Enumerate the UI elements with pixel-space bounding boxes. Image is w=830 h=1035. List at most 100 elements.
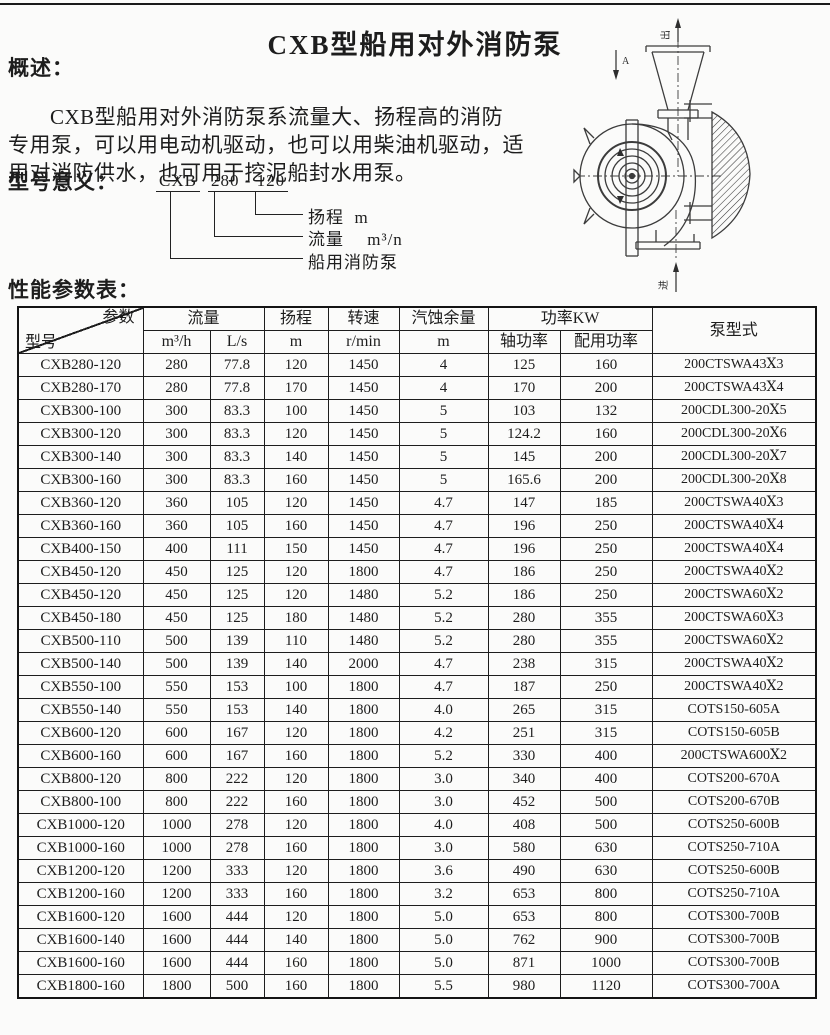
cell-flow-m3h: 800 xyxy=(142,790,211,814)
cell-model: CXB600-160 xyxy=(17,744,144,768)
cell-npsh: 5 xyxy=(398,445,489,469)
cell-rated-power: 185 xyxy=(559,491,653,515)
header-param-label: 参数 xyxy=(102,309,135,326)
cell-shaft-power: 196 xyxy=(487,514,561,538)
cell-npsh: 5 xyxy=(398,399,489,423)
cell-shaft-power: 452 xyxy=(487,790,561,814)
header-head: 扬程 xyxy=(263,306,329,331)
table-row: CXB450-120 450 125 120 1480 5.2 186 250 200CTSWA… xyxy=(17,583,817,607)
inlet-arrow-icon xyxy=(673,262,679,292)
cell-flow-m3h: 280 xyxy=(142,353,211,377)
cell-speed: 1800 xyxy=(327,744,400,768)
header-flow-m3h: m³/h xyxy=(142,330,211,354)
cell-speed: 1450 xyxy=(327,353,400,377)
table-row: CXB450-180 450 125 180 1480 5.2 280 355 200CTSWA… xyxy=(17,606,817,630)
cell-model: CXB280-170 xyxy=(17,376,144,400)
callout-head: 扬程 m xyxy=(308,208,369,227)
cell-npsh: 5 xyxy=(398,468,489,492)
cell-rated-power: 160 xyxy=(559,353,653,377)
cell-head: 120 xyxy=(263,859,329,883)
cell-shaft-power: 580 xyxy=(487,836,561,860)
cell-flow-m3h: 1600 xyxy=(142,951,211,975)
cell-flow-m3h: 300 xyxy=(142,468,211,492)
table-row: CXB300-100 300 83.3 100 1450 5 103 132 200CDL300… xyxy=(17,399,817,423)
cell-speed: 1800 xyxy=(327,721,400,745)
table-row: CXB360-160 360 105 160 1450 4.7 196 250 200CTSWA… xyxy=(17,514,817,538)
cell-flow-m3h: 550 xyxy=(142,698,211,722)
cell-flow-ls: 125 xyxy=(209,583,265,607)
cell-head: 170 xyxy=(263,376,329,400)
cell-npsh: 4 xyxy=(398,353,489,377)
cell-pump-type: 200CTSWA43Ⅹ3 xyxy=(651,353,817,377)
callout-line-flow xyxy=(214,191,215,236)
callout-series: 船用消防泵 xyxy=(308,253,398,272)
table-row: CXB800-120 800 222 120 1800 3.0 340 400 COTS200-… xyxy=(17,767,817,791)
cell-model: CXB1200-160 xyxy=(17,882,144,906)
cell-flow-ls: 278 xyxy=(209,813,265,837)
cell-shaft-power: 280 xyxy=(487,629,561,653)
cell-pump-type: 200CDL300-20Ⅹ5 xyxy=(651,399,817,423)
table-row: CXB1000-120 1000 278 120 1800 4.0 408 500 COTS25… xyxy=(17,813,817,837)
table-row: CXB1800-160 1800 500 160 1800 5.5 980 1120 COTS3… xyxy=(17,974,817,999)
cell-head: 100 xyxy=(263,675,329,699)
cell-npsh: 3.0 xyxy=(398,836,489,860)
table-row: CXB800-100 800 222 160 1800 3.0 452 500 COTS200-… xyxy=(17,790,817,814)
cell-head: 120 xyxy=(263,813,329,837)
cell-shaft-power: 280 xyxy=(487,606,561,630)
cell-head: 150 xyxy=(263,537,329,561)
cell-shaft-power: 124.2 xyxy=(487,422,561,446)
cell-pump-type: 200CDL300-20Ⅹ7 xyxy=(651,445,817,469)
cell-flow-m3h: 1000 xyxy=(142,836,211,860)
cell-shaft-power: 408 xyxy=(487,813,561,837)
cell-model: CXB550-140 xyxy=(17,698,144,722)
cell-rated-power: 630 xyxy=(559,859,653,883)
cell-rated-power: 1000 xyxy=(559,951,653,975)
header-rated-power: 配用功率 xyxy=(559,330,653,354)
cell-flow-ls: 153 xyxy=(209,698,265,722)
cell-rated-power: 800 xyxy=(559,905,653,929)
header-npsh-unit: m xyxy=(398,330,489,354)
model-code-prefix: CXB xyxy=(156,171,200,192)
cell-flow-m3h: 600 xyxy=(142,721,211,745)
cell-npsh: 4.7 xyxy=(398,652,489,676)
callout-flow: 流量 m³/n xyxy=(308,230,403,249)
cell-flow-m3h: 800 xyxy=(142,767,211,791)
cell-speed: 1800 xyxy=(327,859,400,883)
cell-model: CXB300-140 xyxy=(17,445,144,469)
cell-flow-m3h: 360 xyxy=(142,514,211,538)
cell-shaft-power: 186 xyxy=(487,583,561,607)
cell-npsh: 5.0 xyxy=(398,928,489,952)
cell-speed: 1450 xyxy=(327,537,400,561)
cell-speed: 1480 xyxy=(327,583,400,607)
callout-line-head xyxy=(255,191,256,214)
cell-rated-power: 250 xyxy=(559,514,653,538)
cell-flow-ls: 83.3 xyxy=(209,399,265,423)
table-row: CXB280-120 280 77.8 120 1450 4 125 160 200CTSWA4… xyxy=(17,353,817,377)
section-a-arrow-icon xyxy=(613,50,619,80)
cell-pump-type: COTS200-670B xyxy=(651,790,817,814)
cell-flow-m3h: 500 xyxy=(142,652,211,676)
table-row: CXB300-120 300 83.3 120 1450 5 124.2 160 200CDL3… xyxy=(17,422,817,446)
cell-rated-power: 500 xyxy=(559,813,653,837)
cell-npsh: 5.2 xyxy=(398,583,489,607)
callout-line-series-h xyxy=(170,258,303,259)
cell-flow-ls: 500 xyxy=(209,974,265,999)
cell-speed: 1450 xyxy=(327,376,400,400)
cell-speed: 1450 xyxy=(327,445,400,469)
cell-head: 160 xyxy=(263,744,329,768)
cell-shaft-power: 490 xyxy=(487,859,561,883)
cell-speed: 1450 xyxy=(327,514,400,538)
top-rule xyxy=(0,3,830,5)
header-npsh: 汽蚀余量 xyxy=(398,306,489,331)
cell-model: CXB800-100 xyxy=(17,790,144,814)
cell-shaft-power: 762 xyxy=(487,928,561,952)
cell-flow-m3h: 300 xyxy=(142,422,211,446)
cell-model: CXB300-100 xyxy=(17,399,144,423)
cell-rated-power: 250 xyxy=(559,560,653,584)
cell-speed: 1450 xyxy=(327,491,400,515)
cell-pump-type: COTS200-670A xyxy=(651,767,817,791)
cell-model: CXB1000-120 xyxy=(17,813,144,837)
cell-flow-ls: 83.3 xyxy=(209,468,265,492)
cell-head: 160 xyxy=(263,974,329,999)
cell-flow-m3h: 450 xyxy=(142,560,211,584)
